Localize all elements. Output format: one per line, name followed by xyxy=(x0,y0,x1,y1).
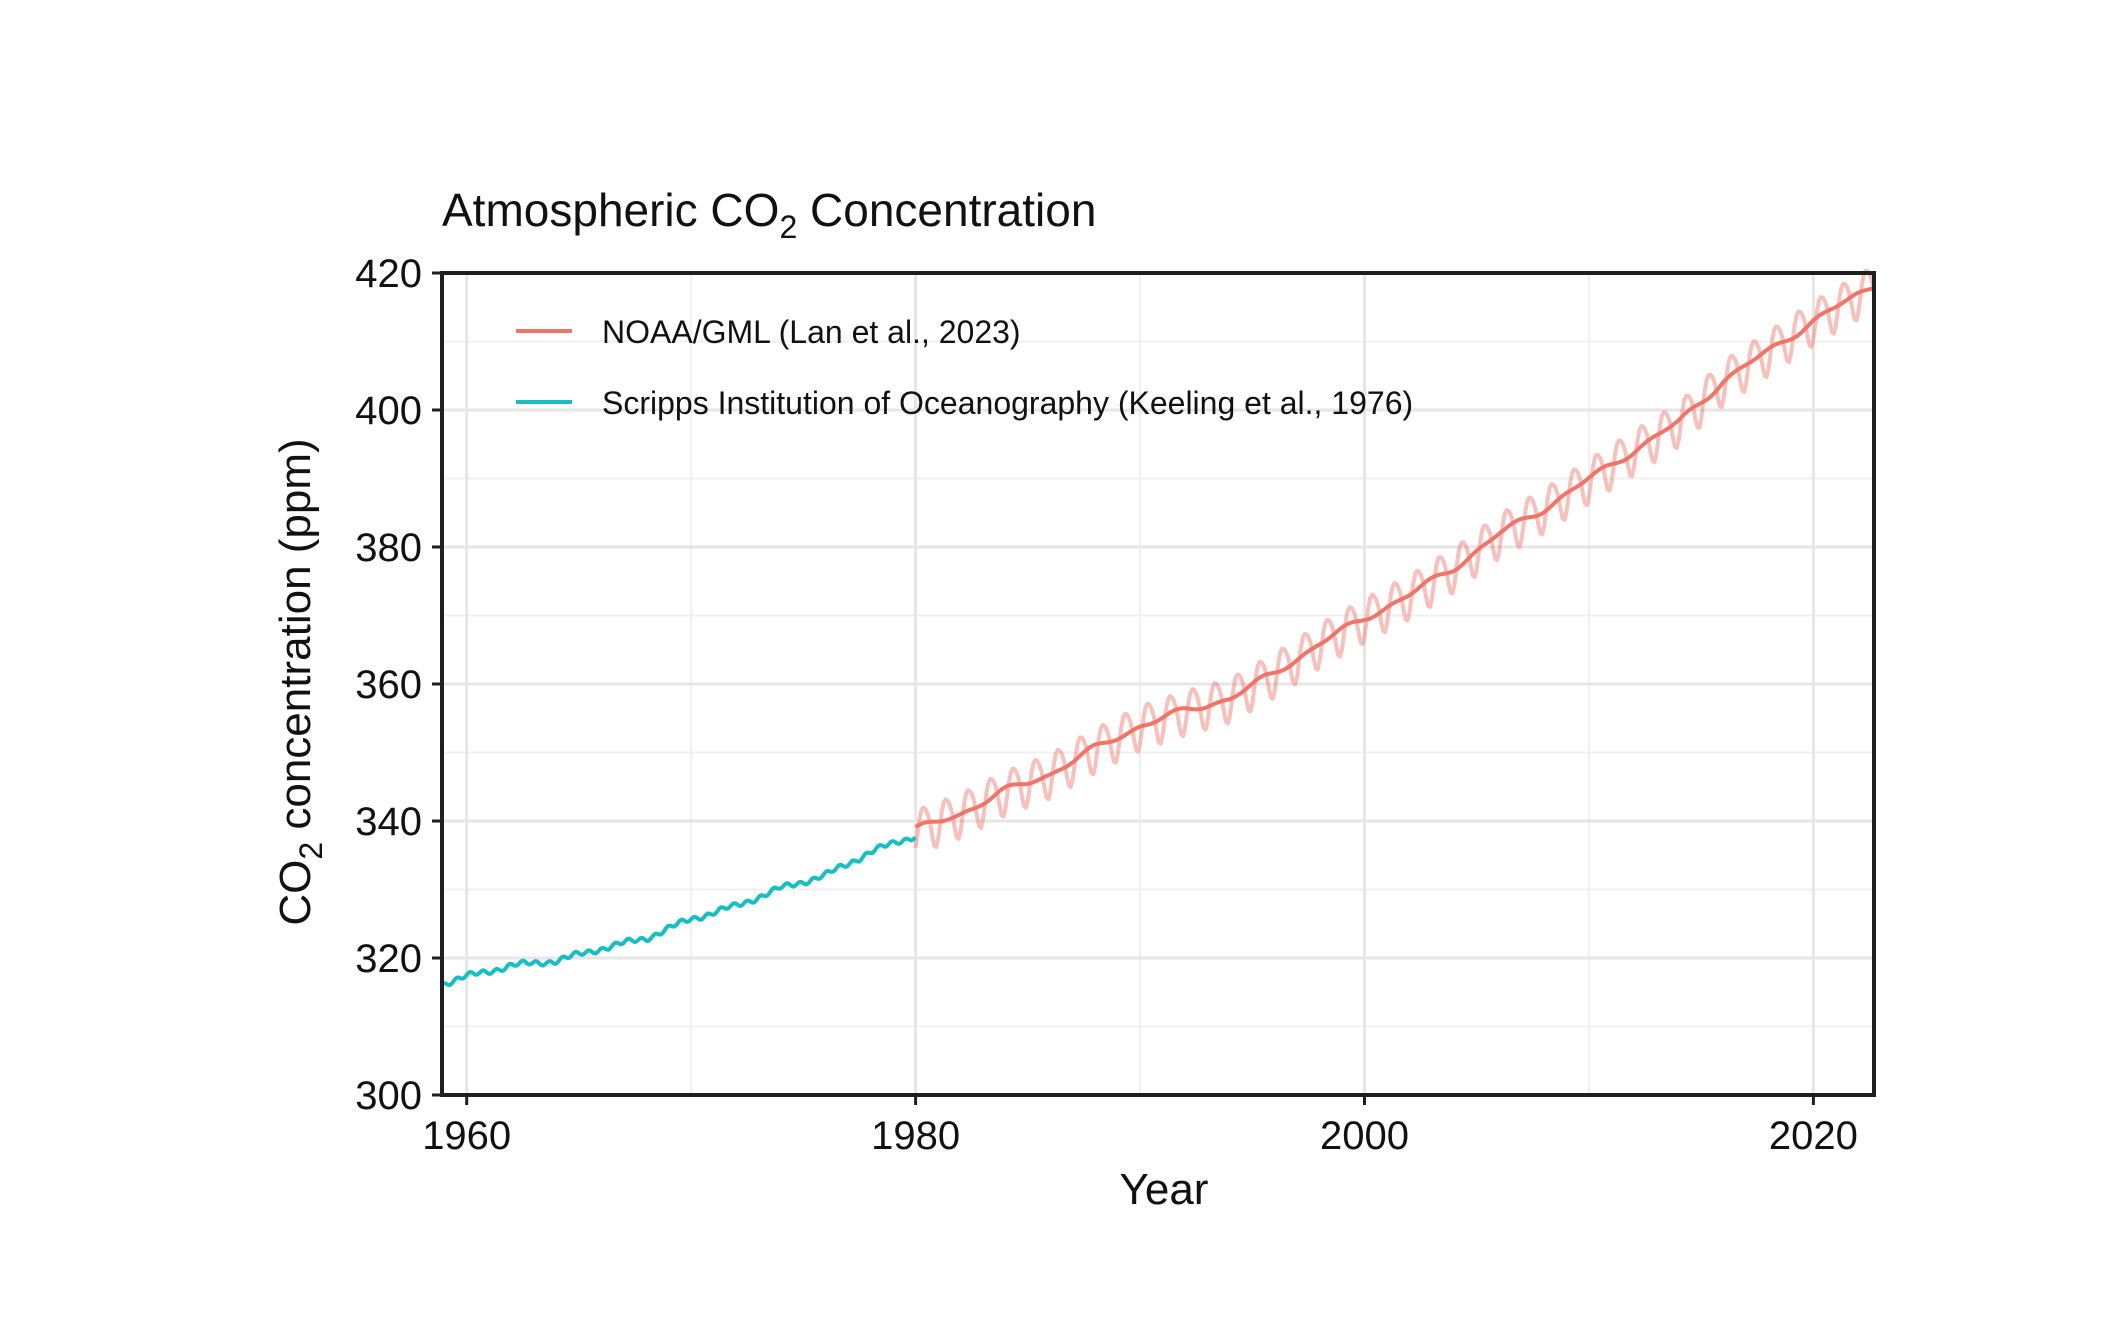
y-tick-label: 400 xyxy=(355,389,422,433)
chart-title-suffix: Concentration xyxy=(797,184,1096,236)
y-axis-title: CO2 concentration (ppm) xyxy=(271,438,329,925)
axis-ticks: 300 320 340 360 380 400 420 1960 1980 2000 2020 xyxy=(355,252,1858,1158)
chart-title-subscript: 2 xyxy=(779,209,797,245)
legend-label-scripps: Scripps Institution of Oceanography (Kee… xyxy=(602,385,1413,421)
x-tick-label: 2020 xyxy=(1769,1114,1858,1158)
noaa-trend-line xyxy=(914,286,1874,829)
y-tick-label: 300 xyxy=(355,1074,422,1118)
grid-lines xyxy=(442,273,1874,1095)
y-axis-title-suffix: concentration (ppm) xyxy=(271,438,320,842)
y-tick-label: 420 xyxy=(355,252,422,296)
chart-title-main: Atmospheric CO xyxy=(442,184,779,236)
legend: NOAA/GML (Lan et al., 2023) Scripps Inst… xyxy=(516,314,1413,421)
y-tick-label: 320 xyxy=(355,937,422,981)
y-tick-label: 380 xyxy=(355,526,422,570)
x-tick-label: 1980 xyxy=(871,1114,960,1158)
x-tick-label: 1960 xyxy=(422,1114,511,1158)
x-axis-title: Year xyxy=(1120,1165,1209,1214)
y-tick-label: 360 xyxy=(355,663,422,707)
x-tick-label: 2000 xyxy=(1320,1114,1409,1158)
scripps-line xyxy=(441,835,917,988)
y-axis-title-subscript: 2 xyxy=(293,842,329,860)
noaa-seasonal-line xyxy=(913,268,1876,850)
y-axis-title-prefix: CO xyxy=(271,860,320,926)
chart-title: Atmospheric CO2 Concentration xyxy=(442,184,1096,245)
y-tick-label: 340 xyxy=(355,800,422,844)
series-lines xyxy=(441,268,1876,988)
legend-label-noaa: NOAA/GML (Lan et al., 2023) xyxy=(602,314,1021,350)
